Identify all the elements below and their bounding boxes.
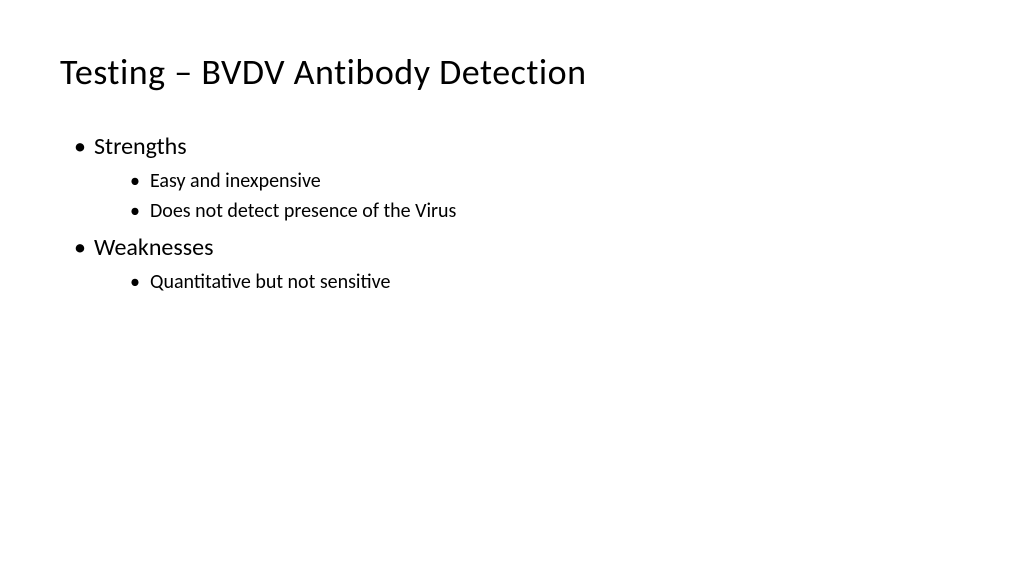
main-bullet-list: Strengths Easy and inexpensive Does not …: [60, 132, 964, 294]
list-item: Quantitative but not sensitive: [130, 270, 964, 294]
list-item: Does not detect presence of the Virus: [130, 199, 964, 223]
slide-title: Testing – BVDV Antibody Detection: [60, 50, 964, 94]
list-item: Easy and inexpensive: [130, 169, 964, 193]
section-heading-text: Weaknesses: [94, 233, 213, 262]
section-heading-text: Strengths: [94, 132, 187, 161]
section-heading: Weaknesses Quantitative but not sensitiv…: [74, 233, 964, 294]
section-heading: Strengths Easy and inexpensive Does not …: [74, 132, 964, 223]
sub-bullet-list: Easy and inexpensive Does not detect pre…: [94, 169, 964, 223]
sub-bullet-list: Quantitative but not sensitive: [94, 270, 964, 294]
